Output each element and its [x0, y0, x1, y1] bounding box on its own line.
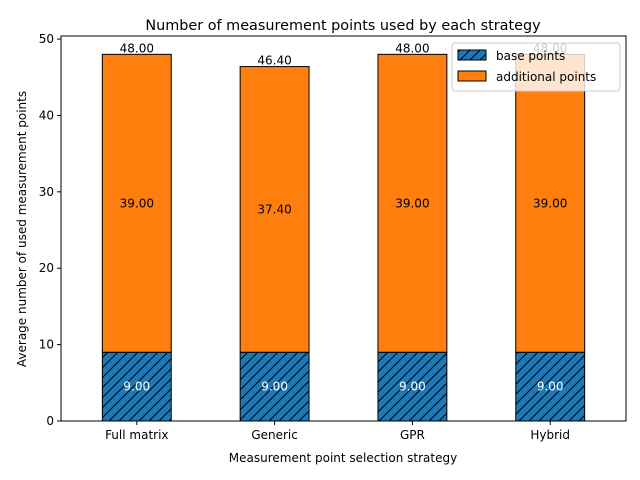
- legend-swatch-additional-points: [457, 70, 487, 82]
- legend-label: base points: [496, 49, 565, 63]
- segment-label: 39.00: [395, 196, 429, 210]
- segment-label: 39.00: [533, 196, 567, 210]
- plot-frame: [60, 35, 627, 422]
- legend: base points additional points: [451, 42, 621, 92]
- y-tick-label: 30: [39, 185, 54, 199]
- plot-area: 9.00 39.00 48.00 Full matrix 9.00 37.40 46.40 G…: [39, 32, 627, 442]
- y-tick-label: 0: [46, 414, 54, 428]
- segment-label: 9.00: [537, 380, 564, 394]
- y-tick-label: 10: [39, 338, 54, 352]
- total-label: 46.40: [257, 54, 291, 68]
- bar-hatch-4: [515, 352, 585, 421]
- y-tick-label: 50: [39, 32, 54, 46]
- segment-label: 37.40: [257, 202, 291, 216]
- bar-additional-points-2: [239, 66, 310, 353]
- y-tick-label: 20: [39, 261, 54, 275]
- total-label: 48.00: [395, 41, 429, 55]
- y-axis-label: Average number of used measurement point…: [15, 91, 29, 367]
- y-tick-label: 40: [39, 108, 54, 122]
- bar-hatch-2: [240, 352, 310, 421]
- bar-hatch-3: [377, 352, 447, 421]
- bar-additional-points-1: [101, 53, 172, 353]
- bar-hatch-1: [102, 352, 172, 421]
- bar-additional-points-4: [515, 53, 586, 353]
- segment-label: 39.00: [120, 196, 154, 210]
- x-tick-label: Full matrix: [105, 428, 168, 442]
- legend-swatch-hatch: [458, 50, 486, 60]
- bar-additional-points-3: [377, 53, 448, 353]
- legend-box: [451, 42, 621, 92]
- x-tick-label: Hybrid: [530, 428, 570, 442]
- x-axis-label: Measurement point selection strategy: [229, 451, 457, 465]
- segment-label: 9.00: [399, 380, 426, 394]
- x-tick-label: GPR: [400, 428, 425, 442]
- chart-title: Number of measurement points used by eac…: [145, 18, 541, 34]
- x-tick-label: Generic: [251, 428, 298, 442]
- segment-label: 9.00: [123, 380, 150, 394]
- total-label: 48.00: [120, 41, 154, 55]
- legend-label: additional points: [496, 70, 596, 84]
- segment-label: 9.00: [261, 380, 288, 394]
